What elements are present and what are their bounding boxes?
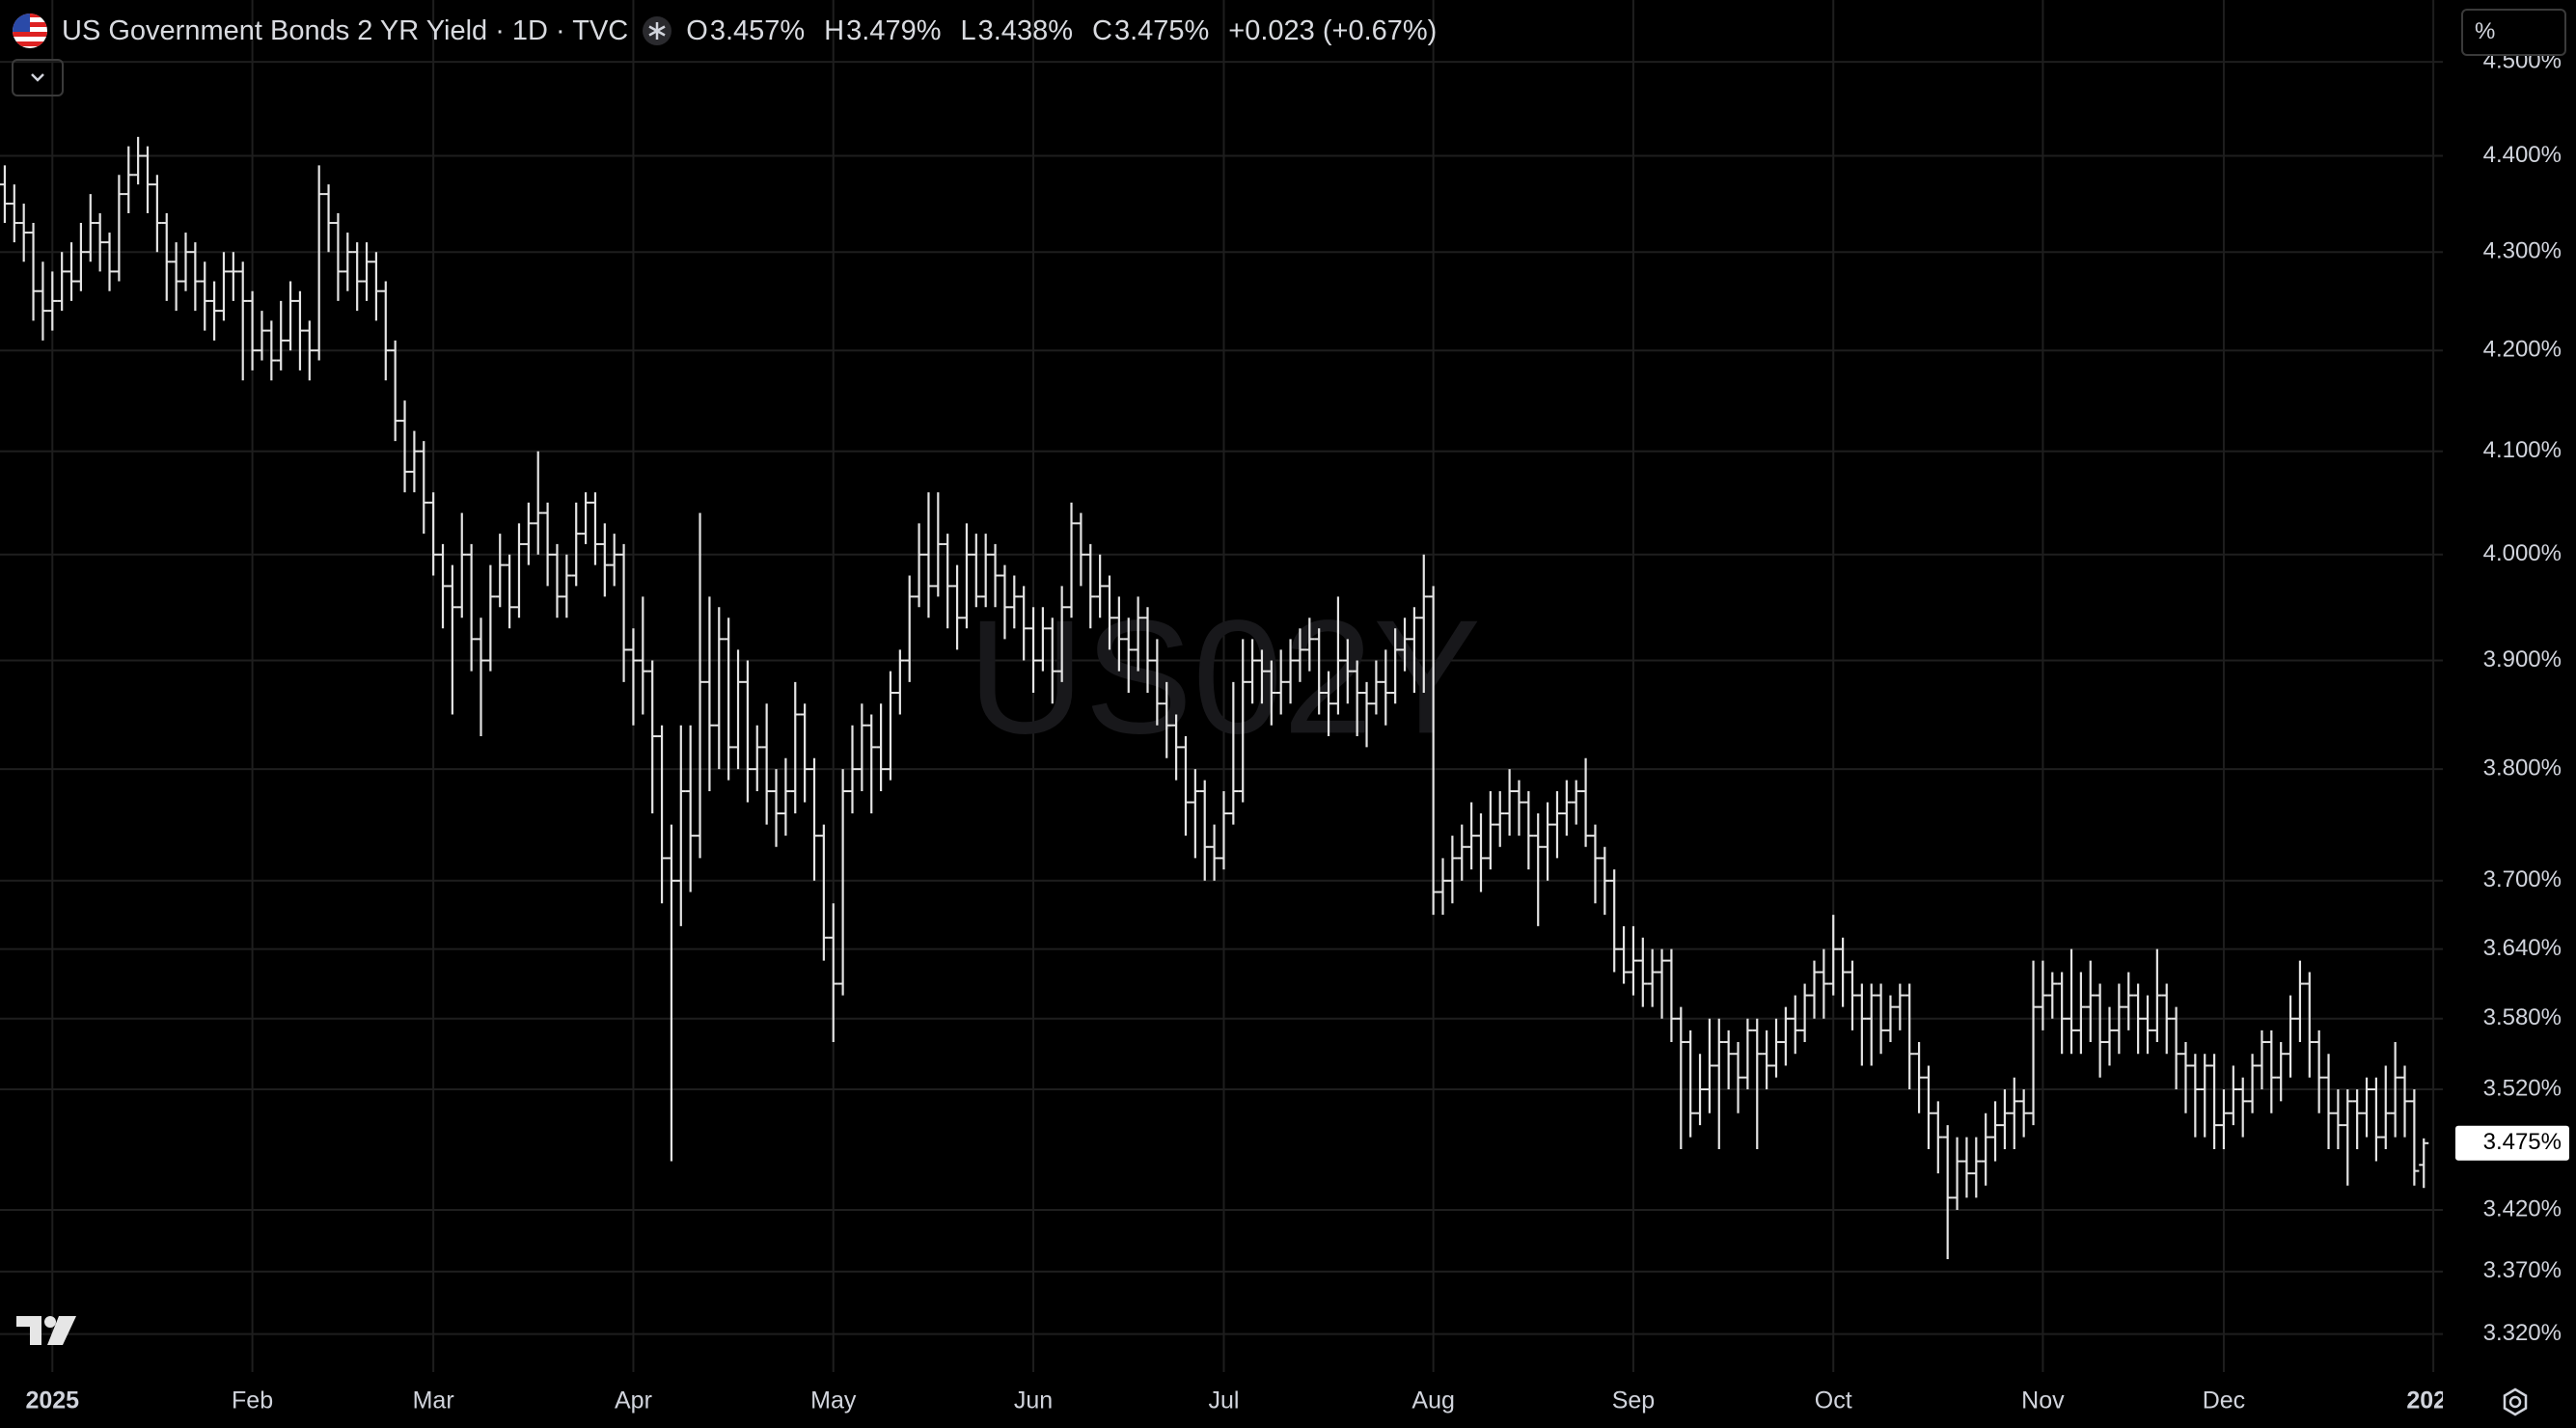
status-icon[interactable] (642, 15, 672, 46)
y-tick-label: 3.700% (2483, 866, 2562, 892)
x-tick-label: Sep (1612, 1387, 1655, 1414)
x-tick-label: Nov (2021, 1387, 2065, 1414)
ohlc-low: L 3.438% (960, 15, 1073, 47)
y-tick-label: 4.100% (2483, 437, 2562, 463)
x-axis: 2025 Feb Mar Apr May Jun Jul Aug Sep Oct Nov Dec 202… (25, 1387, 2459, 1414)
ohlc-label: H (824, 14, 845, 46)
x-tick-label: Feb (232, 1387, 273, 1414)
y-tick-label: 3.370% (2483, 1257, 2562, 1283)
y-tick-label: 4.400% (2483, 142, 2562, 168)
price-axis-bg (2443, 0, 2576, 1428)
legend-header: US Government Bonds 2 YR Yield · 1D · TV… (12, 10, 1437, 52)
grid (0, 0, 2443, 1372)
ohlc-high: H 3.479% (824, 15, 941, 47)
flag-icon (13, 14, 47, 48)
y-tick-label: 3.900% (2483, 646, 2562, 673)
last-price-marker (2455, 1125, 2569, 1161)
x-tick-label: Mar (413, 1387, 454, 1414)
change: +0.023 (+0.67%) (1228, 14, 1438, 46)
unit-button[interactable]: % (2461, 9, 2566, 56)
ohlc-value: 3.475% (1113, 14, 1210, 46)
ohlc-value: 3.479% (846, 14, 942, 46)
settings-icon[interactable] (2503, 1387, 2528, 1416)
ohlc-value: 3.438% (977, 14, 1073, 46)
x-tick-label: Jun (1014, 1387, 1053, 1414)
y-tick-label: 3.420% (2483, 1195, 2562, 1222)
bars (0, 136, 2429, 1259)
y-tick-label: 3.800% (2483, 755, 2562, 781)
y-tick-label: 4.000% (2483, 540, 2562, 566)
x-tick-label: Aug (1411, 1387, 1454, 1414)
x-tick-label: May (810, 1387, 857, 1414)
x-tick-label: Apr (615, 1387, 652, 1414)
ohlc-value: 3.457% (709, 14, 806, 46)
watermark: US02Y (968, 586, 1481, 767)
x-tick-label: Oct (1815, 1387, 1852, 1414)
x-tick-label: Dec (2203, 1387, 2245, 1414)
x-tick-label: 2025 (25, 1387, 79, 1414)
y-tick-label: 3.640% (2483, 935, 2562, 961)
ohlc-label: L (960, 14, 976, 46)
y-tick-label: 4.300% (2483, 238, 2562, 264)
y-tick-label: 3.320% (2483, 1320, 2562, 1346)
symbol-title[interactable]: US Government Bonds 2 YR Yield · 1D · TV… (62, 14, 629, 46)
ohlc-close: C 3.475% (1092, 15, 1209, 47)
ohlc-label: C (1091, 14, 1112, 46)
y-tick-label: 3.580% (2483, 1004, 2562, 1030)
y-tick-label: 4.200% (2483, 337, 2562, 363)
ohlc-label: O (686, 14, 708, 46)
ohlc-open: O 3.457% (686, 15, 805, 47)
y-tick-label: 3.520% (2483, 1075, 2562, 1101)
chevron-icon (31, 73, 44, 82)
x-tick-label: Jul (1208, 1387, 1239, 1414)
y-axis: 3.320% 3.370% 3.420% 3.520% 3.580% 3.640% 3.70… (2455, 47, 2569, 1346)
collapse-button[interactable] (12, 59, 64, 96)
last-price-label: 3.475% (2483, 1129, 2562, 1155)
tv-logo (16, 1316, 76, 1345)
